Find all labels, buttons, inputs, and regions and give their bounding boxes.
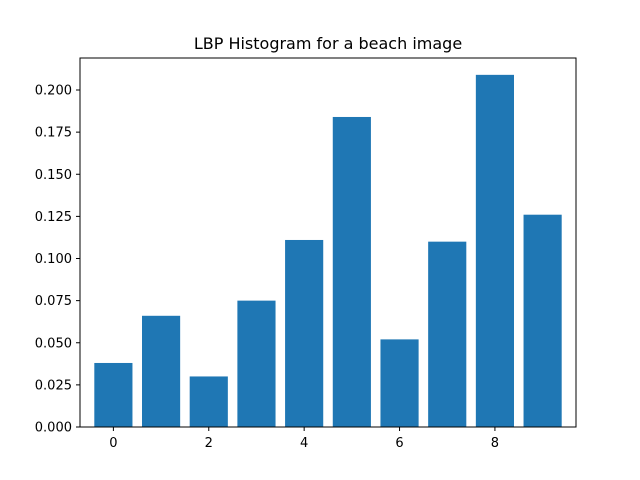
- y-tick-label: 0.200: [35, 84, 72, 99]
- x-tick-label: 4: [300, 436, 308, 451]
- y-tick-label: 0.025: [35, 378, 72, 393]
- bar-4: [285, 239, 324, 427]
- bar-6: [380, 339, 419, 427]
- y-tick-label: 0.000: [35, 421, 72, 436]
- x-tick-label: 2: [205, 436, 213, 451]
- x-tick-label: 6: [395, 436, 403, 451]
- x-tick-label: 8: [491, 436, 499, 451]
- x-axis: 0 2 4 6 8: [109, 427, 499, 451]
- y-tick-label: 0.175: [35, 126, 72, 141]
- bar-0: [94, 362, 133, 427]
- bar-1: [142, 315, 181, 427]
- y-tick-label: 0.100: [35, 252, 72, 267]
- y-tick-label: 0.075: [35, 294, 72, 309]
- chart-title: LBP Histogram for a beach image: [194, 34, 462, 53]
- bar-3: [237, 300, 276, 427]
- bar-7: [428, 241, 467, 427]
- y-tick-label: 0.050: [35, 336, 72, 351]
- bars-group: [94, 74, 562, 428]
- bar-8: [475, 74, 514, 428]
- plot-frame: [79, 57, 577, 428]
- y-tick-label: 0.125: [35, 210, 72, 225]
- y-tick-label: 0.150: [35, 168, 72, 183]
- bar-2: [189, 376, 228, 427]
- bar-9: [523, 214, 562, 427]
- y-axis: 0.000 0.025 0.050 0.075 0.100 0.125 0.150 0.175…: [35, 84, 80, 436]
- x-tick-label: 0: [109, 436, 117, 451]
- bar-5: [332, 116, 371, 428]
